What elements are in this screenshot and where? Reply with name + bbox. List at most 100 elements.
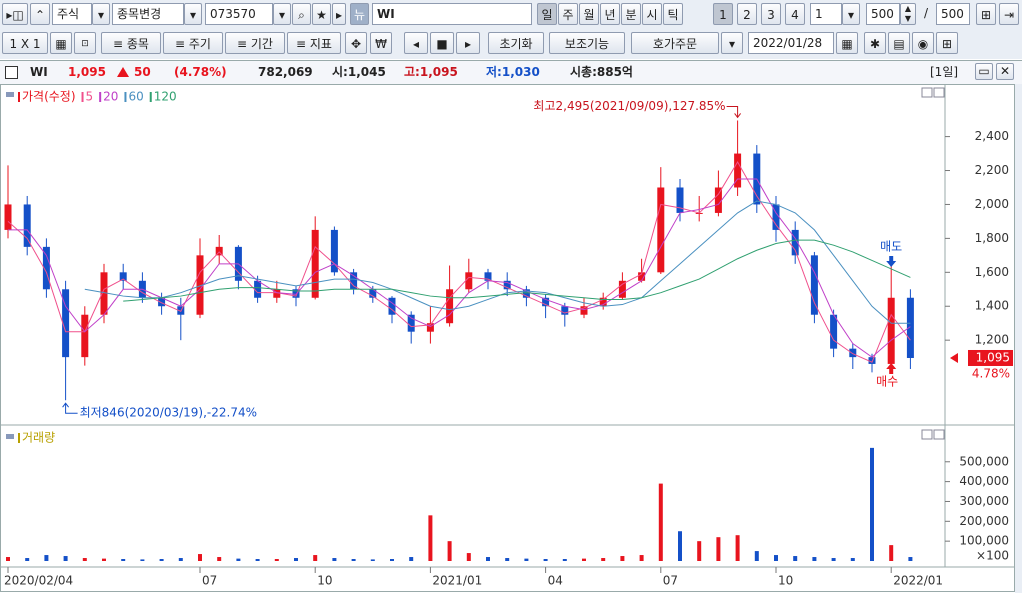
legend-swatch <box>81 92 84 102</box>
interval-input[interactable]: 1 <box>810 3 842 25</box>
toolbar-1: ▸◫ ⌃ 주식 ▾ 종목변경 ▾ 073570 ▾ ⌕ ★ ▸ 뉴 WI 일 주… <box>0 0 1022 29</box>
add-chart[interactable]: ⊞ <box>976 3 996 25</box>
panel-button[interactable] <box>921 429 933 440</box>
number-button[interactable]: 2 <box>737 3 757 25</box>
candle-body <box>350 272 358 290</box>
candle-body <box>810 255 818 315</box>
moving-average <box>84 200 911 324</box>
volume-bar <box>63 556 68 561</box>
zoom-button[interactable]: ◉ <box>912 32 934 54</box>
period-button[interactable]: 분 <box>621 3 641 25</box>
prev-button[interactable]: ◂ <box>404 32 428 54</box>
play-button[interactable]: ▸ <box>456 32 480 54</box>
dropdown[interactable]: ▾ <box>273 3 291 25</box>
add-button[interactable]: ⊞ <box>936 32 958 54</box>
side-panel[interactable]: ⇥ <box>999 3 1019 25</box>
volume-bar <box>543 559 548 561</box>
favorite-button[interactable]: ★ <box>312 3 331 25</box>
volume-bar <box>793 556 798 561</box>
won-button[interactable]: ₩ <box>370 32 392 54</box>
menu-button[interactable]: ≡ 지표 <box>287 32 341 54</box>
number-button[interactable]: 3 <box>761 3 781 25</box>
last-price: 1,095 <box>976 350 1010 364</box>
volume-bar <box>447 541 452 561</box>
candle-body <box>215 246 223 256</box>
number-button[interactable]: 1 <box>713 3 733 25</box>
period-button[interactable]: 월 <box>579 3 599 25</box>
candle-body <box>81 314 89 358</box>
last-change: 4.78% <box>972 366 1010 380</box>
aux-button[interactable]: 보조기능 <box>549 32 625 54</box>
volume-bar <box>140 559 145 561</box>
scrollbar[interactable] <box>1015 84 1022 593</box>
number-button[interactable]: 4 <box>785 3 805 25</box>
panel-icon <box>6 434 14 439</box>
up-button[interactable]: ⌃ <box>30 3 50 25</box>
volume-bar <box>121 559 126 561</box>
period-button[interactable]: 일 <box>537 3 557 25</box>
volume-bar <box>639 555 644 561</box>
quote-open: 시:1,045 <box>332 65 386 79</box>
buy-label: 매수 <box>876 375 898 389</box>
quote-volume: 782,069 <box>258 65 313 79</box>
dropdown[interactable]: ▾ <box>842 3 860 25</box>
high-annotation: 최고2,495(2021/09/09),127.85% <box>533 99 725 113</box>
stop-button[interactable]: ■ <box>430 32 454 54</box>
dropdown[interactable]: ▾ <box>184 3 202 25</box>
candle-body <box>388 297 396 315</box>
settings-button[interactable]: ✱ <box>864 32 886 54</box>
volume-bar <box>908 557 913 561</box>
change-stock[interactable]: 종목변경 <box>112 3 184 25</box>
date-input[interactable]: 2022/01/28 <box>748 32 834 54</box>
order-button[interactable]: 호가주문 <box>631 32 719 54</box>
period-button[interactable]: 시 <box>642 3 662 25</box>
panel-button[interactable] <box>933 429 945 440</box>
close-button[interactable]: ✕ <box>996 63 1014 80</box>
quote-price: 1,095 <box>68 65 106 79</box>
menu-button[interactable]: ≡ 기간 <box>225 32 285 54</box>
search-button[interactable]: ⌕ <box>292 3 311 25</box>
quote-period: [1일] <box>930 65 959 79</box>
print-button[interactable]: ▤ <box>888 32 910 54</box>
reset-button[interactable]: 초기화 <box>488 32 544 54</box>
slash: / <box>924 6 929 20</box>
period-button[interactable]: 년 <box>600 3 620 25</box>
dropdown[interactable]: ▾ <box>721 32 743 54</box>
volume-bar <box>332 558 337 561</box>
stock-type[interactable]: 주식 <box>52 3 92 25</box>
minimize-button[interactable]: ▭ <box>975 63 993 80</box>
window-button[interactable]: ▸◫ <box>2 3 28 25</box>
spinner[interactable]: ▲ ▼ <box>900 3 916 25</box>
quote-name: WI <box>30 65 48 79</box>
candle-body <box>407 314 415 332</box>
single-button[interactable]: ⊡ <box>74 32 96 54</box>
menu-button[interactable]: ≡ 주기 <box>163 32 223 54</box>
candle-body <box>273 289 281 298</box>
volume-bar <box>102 558 106 561</box>
menu-button[interactable]: ≡ 종목 <box>101 32 161 54</box>
volume-bar <box>774 555 778 561</box>
panel-button[interactable] <box>933 87 945 98</box>
checkbox[interactable] <box>5 66 18 79</box>
candle-body <box>580 306 588 315</box>
stock-code[interactable]: 073570 <box>205 3 273 25</box>
volume-bar <box>82 558 87 561</box>
next-button[interactable]: ▸ <box>332 3 346 25</box>
count-input[interactable]: 500 <box>866 3 900 25</box>
news-button[interactable]: 뉴 <box>350 3 369 25</box>
grid-button[interactable]: ▦ <box>50 32 72 54</box>
volume-bar <box>6 557 10 561</box>
volume-bar <box>582 558 586 561</box>
move-button[interactable]: ✥ <box>345 32 367 54</box>
y-tick-label: 1,200 <box>975 333 1009 347</box>
layout-button[interactable]: 1 X 1 <box>2 32 48 54</box>
candle-body <box>426 323 434 332</box>
panel-button[interactable] <box>921 87 933 98</box>
period-button[interactable]: 틱 <box>663 3 683 25</box>
dropdown[interactable]: ▾ <box>92 3 110 25</box>
candle-body <box>887 297 895 364</box>
volume-bar <box>44 555 49 561</box>
period-button[interactable]: 주 <box>558 3 578 25</box>
calendar-button[interactable]: ▦ <box>836 32 858 54</box>
